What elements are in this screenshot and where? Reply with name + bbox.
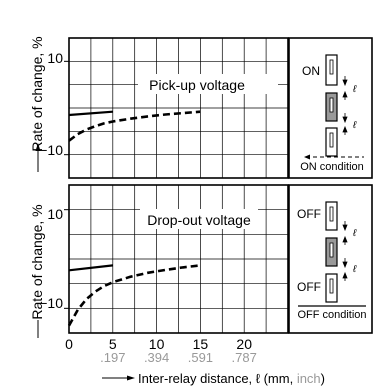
bottom-series-off-dashed — [67, 264, 201, 327]
x-tick-mm-0: 0 — [65, 336, 73, 352]
x-axis-label-inch: inch — [297, 371, 321, 386]
top-plot-frame — [68, 37, 289, 179]
x-tick-inch-.787: .787 — [232, 350, 257, 365]
bottom-ytick-neg10: −10 — [39, 295, 63, 311]
y-axis-label-bottom: Rate of change, % — [29, 204, 45, 338]
top-series-on-solid — [68, 110, 113, 117]
top-ytick-10: 10 — [47, 50, 63, 66]
bottom-plot-frame — [68, 184, 289, 334]
x-tick-inch-.394: .394 — [144, 350, 169, 365]
bottom-chart-panel: Drop-out voltage 10 −10 — [39, 184, 289, 334]
x-tick-mm-10: 10 — [149, 336, 165, 352]
top-spacing-arrows — [342, 76, 348, 135]
bottom-ytick-10: 10 — [47, 206, 63, 222]
bottom-title-bg — [140, 209, 258, 229]
y-axis-label-text-top: Rate of change, % — [29, 36, 45, 151]
x-tick-mm-5: 5 — [109, 336, 117, 352]
top-legend-box: ON ℓ ℓ ON condition — [288, 37, 373, 179]
top-legend-condition: ON condition — [300, 161, 364, 173]
top-distance-symbol-2: ℓ — [352, 120, 357, 131]
bottom-distance-symbol-1: ℓ — [352, 228, 357, 239]
x-axis-label-main: Inter-relay distance, ℓ (mm, — [138, 371, 297, 386]
top-title-bg — [138, 74, 278, 94]
bottom-series-on-solid — [68, 264, 113, 272]
bottom-legend-off-bottom: OFF — [297, 280, 321, 294]
y-axis-label-text-bottom: Rate of change, % — [29, 204, 45, 319]
bottom-series — [67, 264, 201, 327]
x-axis-label-end: ) — [321, 371, 325, 386]
top-grid — [64, 38, 288, 178]
top-distance-symbol-1: ℓ — [352, 84, 357, 95]
top-series — [68, 110, 201, 142]
bottom-legend-box: OFF OFF ℓ ℓ OFF condition — [288, 184, 373, 334]
x-tick-inch-.197: .197 — [100, 350, 125, 365]
x-tick-mm-20: 20 — [236, 336, 252, 352]
bottom-distance-symbol-2: ℓ — [352, 264, 357, 275]
bottom-legend-off-top: OFF — [297, 207, 321, 221]
x-axis-label-text: Inter-relay distance, ℓ (mm, inch) — [138, 371, 325, 386]
bottom-legend-condition: OFF condition — [297, 309, 366, 321]
x-axis-ticks: 0 5 10 15 20 .197 .394 .591 .787 — [65, 336, 257, 365]
bottom-grid — [64, 185, 288, 333]
x-tick-mm-15: 15 — [193, 336, 209, 352]
bottom-chart-title: Drop-out voltage — [147, 212, 251, 228]
x-axis-label: Inter-relay distance, ℓ (mm, inch) — [102, 371, 325, 386]
top-chart-title: Pick-up voltage — [149, 77, 245, 93]
top-ytick-neg10: −10 — [39, 142, 63, 158]
top-chart-panel: Pick-up voltage 10 −10 — [39, 37, 289, 179]
top-series-off-dashed — [68, 110, 201, 142]
bottom-spacing-arrows — [342, 221, 348, 281]
y-axis-label-top: Rate of change, % — [29, 36, 45, 172]
x-tick-inch-.591: .591 — [188, 350, 213, 365]
top-legend-on-label: ON — [302, 64, 320, 78]
